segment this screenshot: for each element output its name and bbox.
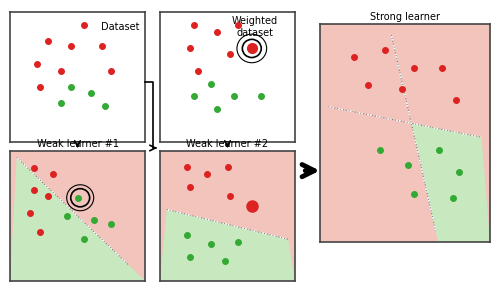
Title: Weak learner #2: Weak learner #2 [186, 139, 268, 149]
Text: Weighted
dataset: Weighted dataset [232, 16, 278, 37]
Title: Weak learner #1: Weak learner #1 [36, 139, 118, 149]
Text: Dataset: Dataset [102, 22, 140, 33]
Title: Strong learner: Strong learner [370, 12, 440, 22]
Polygon shape [160, 210, 295, 281]
Polygon shape [10, 158, 145, 281]
Polygon shape [412, 123, 490, 242]
